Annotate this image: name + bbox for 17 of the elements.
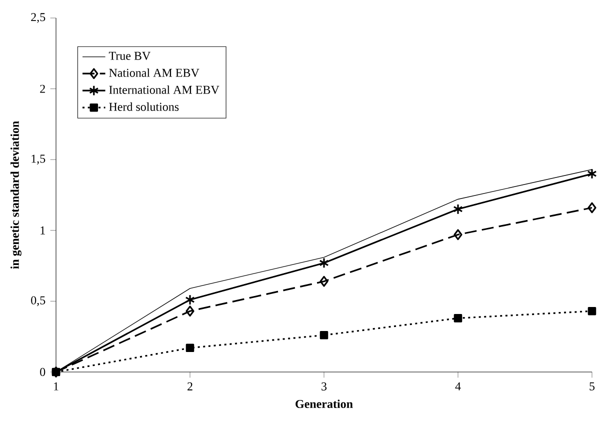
y-axis-title: in genetic standard deviation: [10, 121, 22, 269]
y-tick-label: 2: [40, 84, 45, 93]
x-tick-label: 4: [455, 382, 461, 390]
x-tick-label: 1: [54, 382, 58, 390]
legend-label: International AM EBV: [109, 85, 220, 94]
legend-label: True BV: [108, 52, 150, 60]
y-tick-label: 0,5: [31, 296, 46, 306]
y-tick-label: 2,5: [31, 13, 46, 23]
y-tick-label: 1: [40, 226, 45, 234]
x-tick-label: 3: [322, 382, 327, 390]
legend-label: Herd solutions: [109, 102, 179, 111]
x-axis-title: Generation: [296, 400, 353, 408]
x-tick-label: 5: [590, 382, 595, 390]
y-tick-label: 0: [40, 368, 46, 376]
y-tick-label: 1,5: [32, 154, 46, 164]
x-tick-label: 2: [188, 382, 192, 390]
legend-label: National AM EBV: [109, 68, 200, 77]
